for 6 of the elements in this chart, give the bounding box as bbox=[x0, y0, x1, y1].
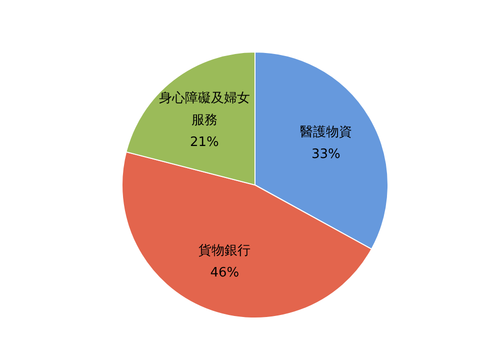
data-label: 46% bbox=[210, 265, 240, 280]
data-label: 21% bbox=[190, 134, 219, 150]
slice-label: 醫護物資 bbox=[300, 124, 352, 140]
data-label: 33% bbox=[312, 146, 340, 162]
slice-label: 身心障礙及婦女服務 bbox=[158, 89, 250, 128]
slice-label: 貨物銀行 bbox=[198, 243, 251, 258]
